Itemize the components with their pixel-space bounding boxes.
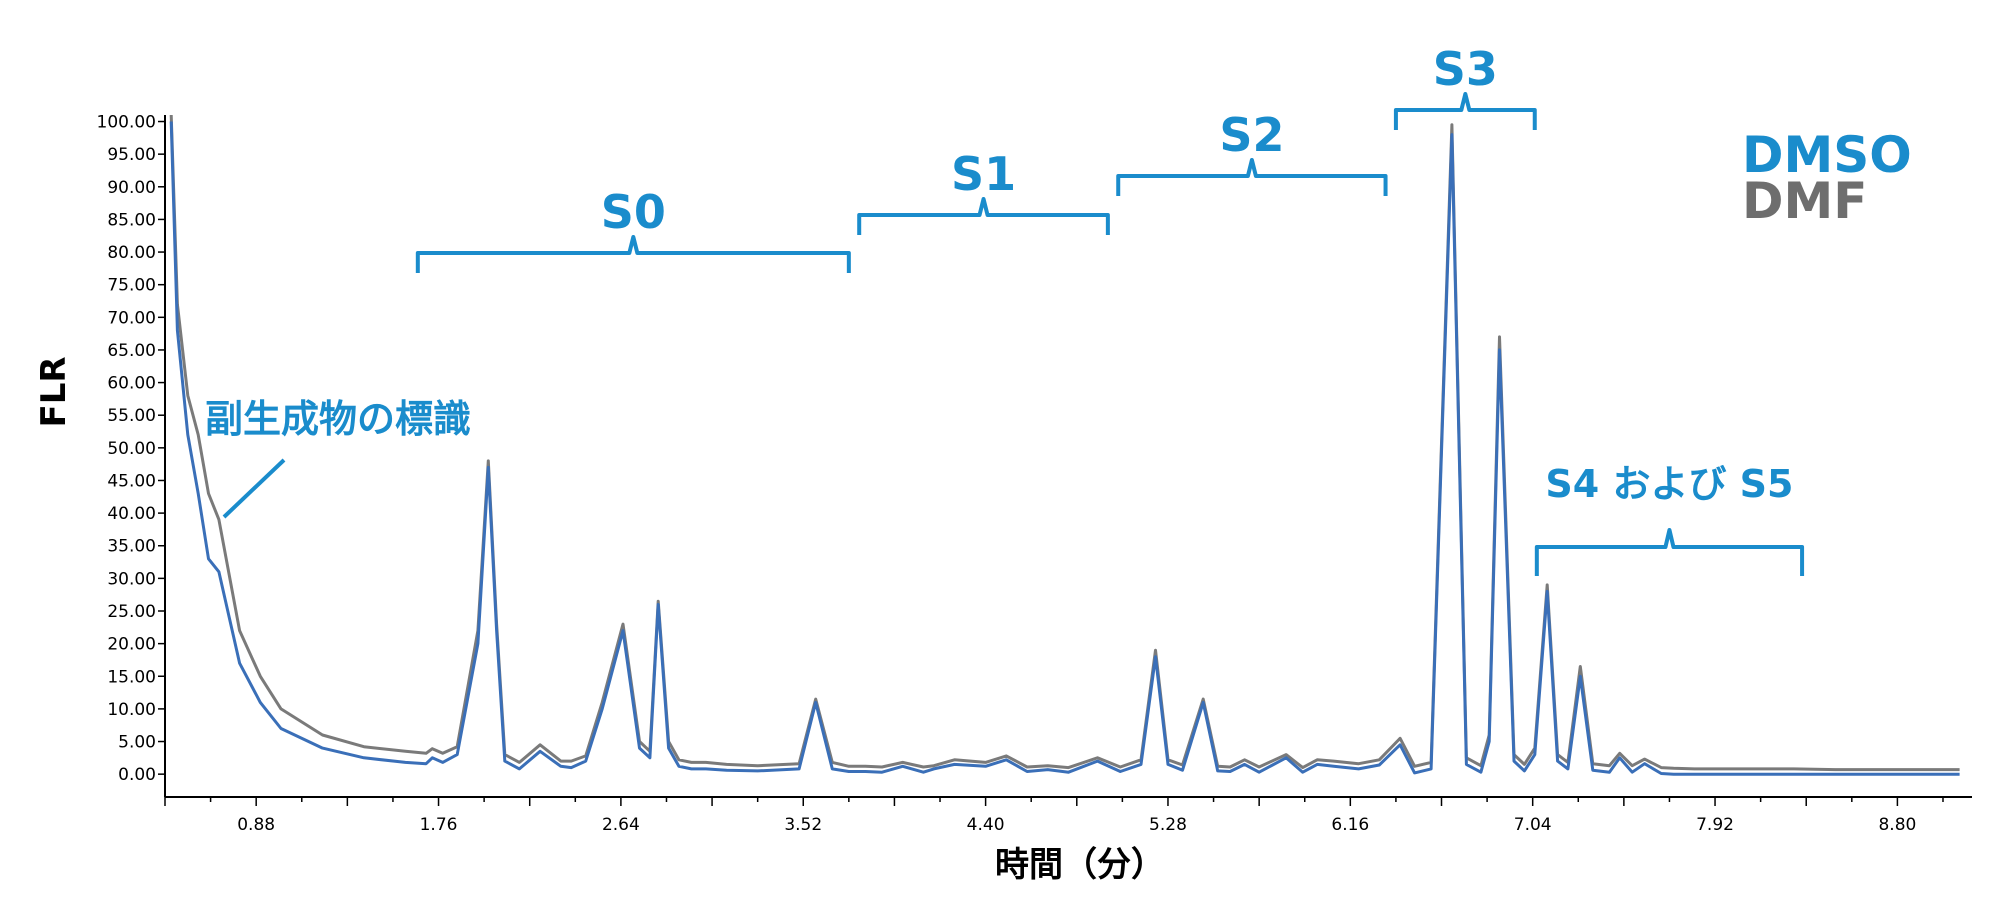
y-tick-label: 40.00 xyxy=(107,504,156,524)
x-tick-label: 7.04 xyxy=(1514,815,1552,835)
region-bracket-line xyxy=(415,235,851,273)
y-tick-label: 0.00 xyxy=(118,765,156,785)
y-tick-label: 5.00 xyxy=(118,733,156,753)
region-bracket-line xyxy=(1393,92,1537,130)
byproduct-annotation-pointer xyxy=(222,458,286,519)
legend-label-dmf: DMF xyxy=(1742,172,1867,230)
y-tick-label: 85.00 xyxy=(107,210,156,230)
region-label: S0 xyxy=(601,185,666,239)
x-tick-label: 6.16 xyxy=(1331,815,1369,835)
y-tick-label: 80.00 xyxy=(107,243,156,263)
y-tick-label: 95.00 xyxy=(107,145,156,165)
region-label: S3 xyxy=(1433,42,1498,96)
series-line-dmso xyxy=(169,121,1960,776)
y-axis-title: FLR xyxy=(34,356,74,427)
x-tick-label: 2.64 xyxy=(602,815,640,835)
y-tick-label: 75.00 xyxy=(107,276,156,296)
y-tick-label: 100.00 xyxy=(97,113,156,133)
y-tick-group: 0.00 5.00 10.00 15.00 20.00 25.00 30.00 35.00 40… xyxy=(97,113,165,785)
x-tick-group: 0.88 1.76 2.64 3.52 4.40 5.28 6.16 7.04 7.92 8.80 xyxy=(164,797,1944,835)
series-group xyxy=(169,114,1960,776)
y-tick-label: 10.00 xyxy=(107,700,156,720)
y-tick-label: 20.00 xyxy=(107,635,156,655)
y-tick-label: 25.00 xyxy=(107,602,156,622)
x-tick-label: 3.52 xyxy=(784,815,822,835)
x-tick-label: 4.40 xyxy=(967,815,1005,835)
y-tick-label: 30.00 xyxy=(107,569,156,589)
y-tick-label: 35.00 xyxy=(107,537,156,557)
y-tick-label: 60.00 xyxy=(107,374,156,394)
y-tick-label: 15.00 xyxy=(107,667,156,687)
region-bracket-line xyxy=(1534,528,1805,576)
x-tick-label: 0.88 xyxy=(237,815,275,835)
x-tick-label: 5.28 xyxy=(1149,815,1187,835)
y-tick-label: 65.00 xyxy=(107,341,156,361)
region-bracket-line xyxy=(1116,158,1388,196)
y-tick-label: 45.00 xyxy=(107,471,156,491)
region-label: S1 xyxy=(951,147,1016,201)
region-bracket-line xyxy=(857,197,1110,235)
x-axis-title: 時間（分） xyxy=(995,845,1165,885)
x-tick-label: 1.76 xyxy=(420,815,458,835)
y-tick-label: 90.00 xyxy=(107,178,156,198)
region-bracket-group: S0 S1 S2 S3 S4 および S5 xyxy=(415,42,1805,576)
region-bracket-1: S1 xyxy=(857,147,1110,235)
region-bracket-0: S0 xyxy=(415,185,851,273)
region-bracket-2: S2 xyxy=(1116,108,1388,196)
region-bracket-4: S4 および S5 xyxy=(1534,462,1805,576)
y-tick-label: 70.00 xyxy=(107,308,156,328)
byproduct-annotation: 副生成物の標識 xyxy=(205,397,471,441)
region-label: S2 xyxy=(1219,108,1284,162)
y-tick-label: 50.00 xyxy=(107,439,156,459)
region-label: S4 および S5 xyxy=(1545,462,1793,506)
x-tick-label: 8.80 xyxy=(1878,815,1916,835)
y-tick-label: 55.00 xyxy=(107,406,156,426)
x-tick-label: 7.92 xyxy=(1696,815,1734,835)
region-bracket-3: S3 xyxy=(1393,42,1537,130)
legend-label-dmso: DMSO xyxy=(1742,126,1912,184)
